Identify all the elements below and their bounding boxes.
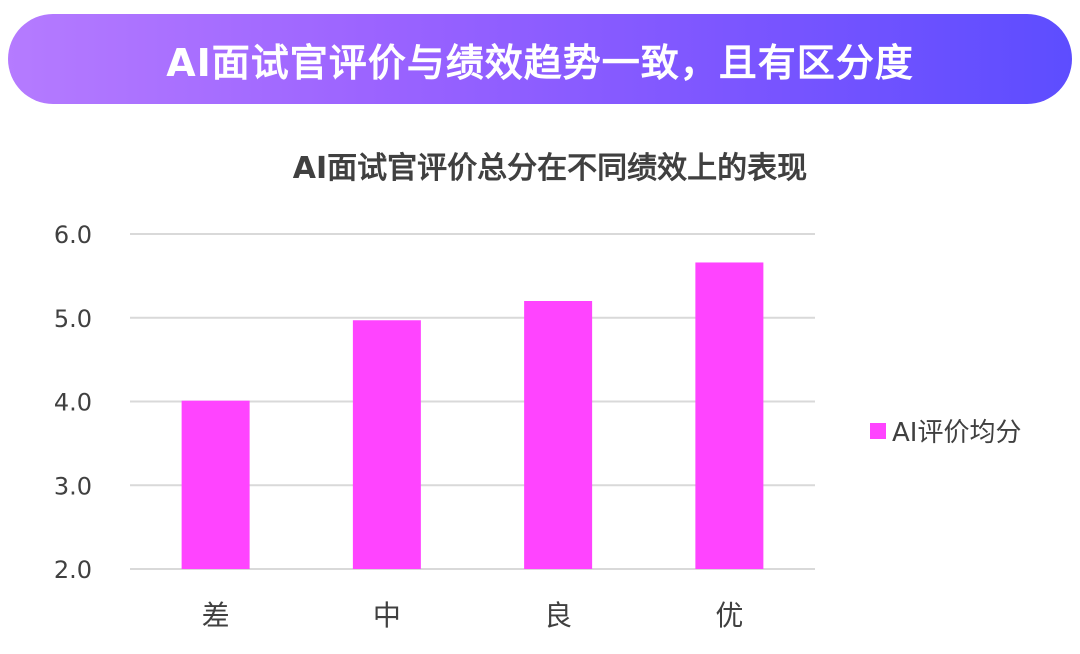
title-banner: AI面试官评价与绩效趋势一致，且有区分度 — [8, 14, 1072, 104]
bar-3 — [524, 301, 593, 569]
bar-4 — [695, 262, 764, 569]
legend-swatch — [870, 422, 886, 439]
legend-label: AI评价均分 — [892, 418, 1022, 448]
banner-title: AI面试官评价与绩效趋势一致，且有区分度 — [166, 40, 914, 85]
y-tick-label: 3.0 — [54, 472, 92, 500]
y-tick-label: 2.0 — [54, 556, 92, 584]
y-tick-label: 4.0 — [54, 389, 92, 417]
x-category-label: 中 — [373, 599, 401, 632]
x-category-label: 良 — [544, 599, 572, 632]
x-category-label: 差 — [202, 599, 230, 632]
bar-2 — [352, 320, 421, 569]
bar-1 — [181, 400, 250, 569]
chart-title: AI面试官评价总分在不同绩效上的表现 — [292, 151, 808, 186]
y-tick-label: 6.0 — [54, 221, 92, 249]
y-tick-label: 5.0 — [54, 305, 92, 333]
x-category-label: 优 — [715, 599, 743, 632]
legend: AI评价均分 — [870, 412, 1021, 449]
